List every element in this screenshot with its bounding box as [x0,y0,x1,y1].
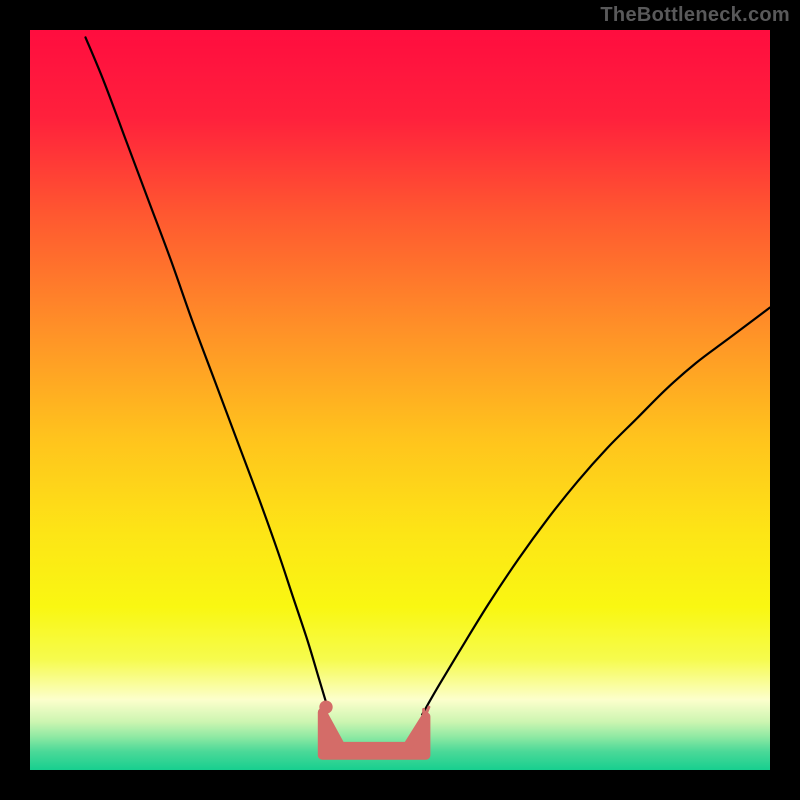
plot-background [30,30,770,770]
floor-left-dot [319,700,332,713]
chart-container: TheBottleneck.com [0,0,800,800]
watermark-text: TheBottleneck.com [600,4,790,27]
bottleneck-curve-chart [0,0,800,800]
